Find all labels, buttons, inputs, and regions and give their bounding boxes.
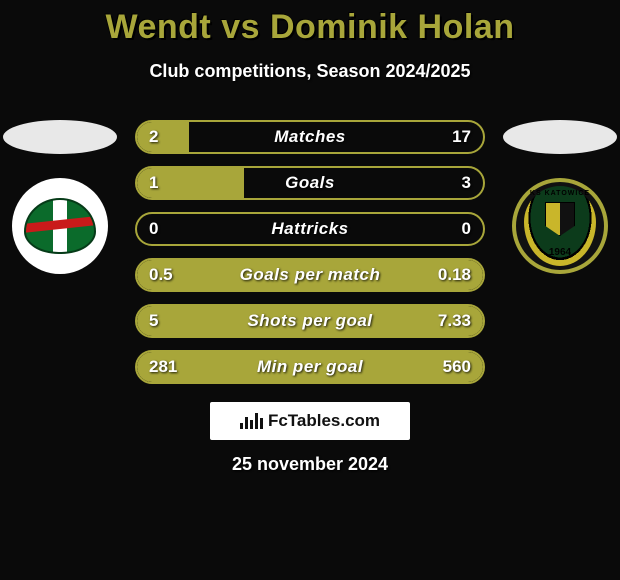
player-right-photo-placeholder — [503, 120, 617, 154]
stat-right-value: 3 — [462, 168, 471, 198]
player-left-photo-placeholder — [3, 120, 117, 154]
stat-label: Hattricks — [137, 214, 483, 244]
player-left-club-badge — [12, 178, 108, 274]
stat-right-value: 7.33 — [438, 306, 471, 336]
player-right-column: KS KATOWICE 1964 — [500, 120, 620, 274]
crest-year: 1964 — [549, 247, 571, 258]
stat-label: Goals — [137, 168, 483, 198]
stat-row: 1Goals3 — [135, 166, 485, 200]
page-subtitle: Club competitions, Season 2024/2025 — [0, 61, 620, 82]
stat-row: 2Matches17 — [135, 120, 485, 154]
lechia-crest-icon — [24, 198, 96, 254]
stat-right-value: 17 — [452, 122, 471, 152]
gks-crest-icon: KS KATOWICE 1964 — [524, 186, 596, 266]
stat-right-value: 0 — [462, 214, 471, 244]
stat-row: 5Shots per goal7.33 — [135, 304, 485, 338]
stat-row: 0.5Goals per match0.18 — [135, 258, 485, 292]
spark-bars-icon — [240, 413, 262, 429]
stat-row: 281Min per goal560 — [135, 350, 485, 384]
player-right-club-badge: KS KATOWICE 1964 — [512, 178, 608, 274]
stat-right-value: 0.18 — [438, 260, 471, 290]
brand-box: FcTables.com — [210, 402, 410, 440]
footer-date: 25 november 2024 — [0, 454, 620, 475]
page-title: Wendt vs Dominik Holan — [0, 8, 620, 47]
stat-label: Shots per goal — [137, 306, 483, 336]
stat-label: Matches — [137, 122, 483, 152]
comparison-card: Wendt vs Dominik Holan Club competitions… — [0, 0, 620, 580]
player-left-column — [0, 120, 120, 274]
comparison-stats: 2Matches17 1Goals3 0Hattricks0 0.5Goals per… — [135, 120, 485, 396]
stat-row: 0Hattricks0 — [135, 212, 485, 246]
stat-label: Min per goal — [137, 352, 483, 382]
stat-right-value: 560 — [443, 352, 471, 382]
brand-text: FcTables.com — [268, 411, 380, 431]
crest-top-text: KS KATOWICE — [530, 190, 590, 197]
stat-label: Goals per match — [137, 260, 483, 290]
crest-shield-icon — [545, 202, 575, 236]
